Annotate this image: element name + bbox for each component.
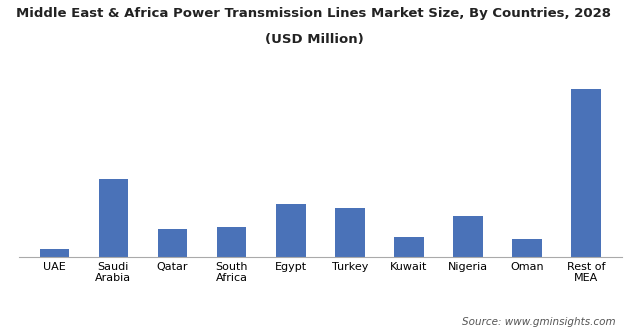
Bar [99, 180, 128, 257]
Bar [40, 249, 69, 257]
Bar [453, 216, 483, 257]
Text: Source: www.gminsights.com: Source: www.gminsights.com [462, 317, 615, 327]
Bar [335, 208, 365, 257]
Bar [571, 89, 601, 257]
Text: Middle East & Africa Power Transmission Lines Market Size, By Countries, 2028: Middle East & Africa Power Transmission … [16, 7, 612, 19]
Bar [217, 227, 246, 257]
Bar [158, 229, 187, 257]
Bar [276, 204, 305, 257]
Bar [394, 237, 424, 257]
Bar [512, 239, 542, 257]
Text: (USD Million): (USD Million) [264, 33, 364, 46]
